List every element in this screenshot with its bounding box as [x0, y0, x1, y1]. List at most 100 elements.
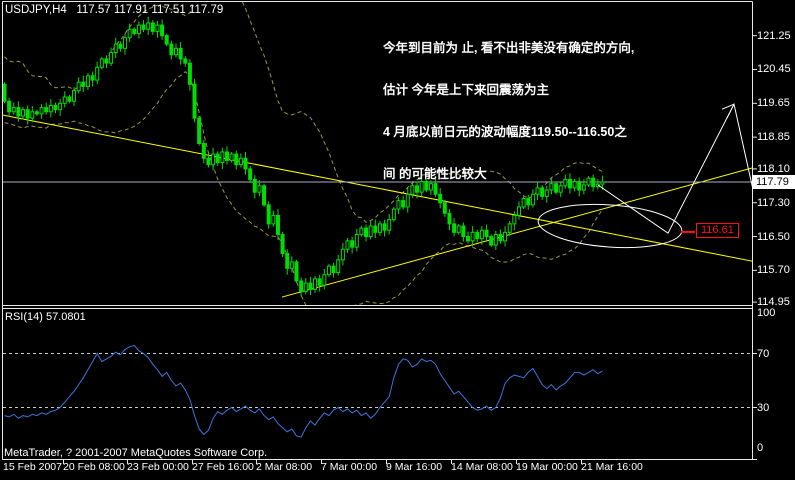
candle-body: [81, 81, 86, 87]
candle-body: [136, 24, 141, 35]
candle-body: [294, 261, 299, 282]
candle-body: [234, 153, 239, 166]
rsi-axis-label: 0: [757, 442, 764, 454]
candle-body: [415, 185, 420, 193]
candle-body: [62, 96, 67, 104]
candle-body: [104, 58, 109, 64]
candle-body: [243, 157, 248, 170]
projection-zigzag[interactable]: [597, 102, 768, 257]
price-axis-label: 117.30: [757, 196, 790, 209]
candle-body: [99, 58, 104, 68]
candle-body: [58, 102, 63, 111]
price-axis-label: 118.10: [757, 162, 790, 175]
time-axis-label: 27 Feb 16:00: [192, 461, 254, 473]
candle-body: [419, 181, 424, 193]
candle-body: [466, 236, 470, 242]
current-price-label: 117.79: [752, 175, 795, 189]
candle-body: [183, 58, 188, 64]
candle-body: [479, 229, 484, 240]
candle-body: [503, 231, 508, 242]
candle-body: [567, 178, 572, 189]
candle-body: [359, 227, 364, 235]
up-arrowhead: [726, 103, 735, 119]
candle-body: [563, 178, 568, 187]
candle-body: [280, 233, 285, 254]
candle-body: [266, 204, 271, 225]
price-axis-label: 119.65: [757, 97, 790, 110]
bollinger-upper-band: [4, 2, 603, 223]
candle-body: [442, 202, 447, 214]
candle-body: [377, 223, 382, 233]
rsi-indicator-label: RSI(14) 57.0801: [5, 311, 86, 323]
candle-body: [516, 206, 521, 216]
candle-body: [382, 223, 387, 231]
candle-body: [229, 153, 234, 161]
candle-body: [581, 184, 586, 191]
price-axis-label: 115.70: [757, 264, 790, 277]
chart-annotation[interactable]: 今年到目前为 止, 看不出非美没有确定的方向, 估计 今年是上下来回震荡为主 4…: [383, 13, 634, 209]
descending-trendline[interactable]: [3, 114, 752, 262]
candle-body: [150, 22, 155, 32]
candle-body: [192, 83, 197, 119]
time-axis-label: 7 Mar 00:00: [321, 461, 378, 473]
candle-body: [387, 219, 392, 231]
candle-body: [410, 185, 415, 195]
candle-body: [238, 157, 243, 166]
candle-body: [44, 107, 49, 113]
rsi-line[interactable]: [4, 344, 603, 438]
candle-body: [201, 143, 206, 159]
candle-body: [7, 100, 12, 113]
ascending-trendline[interactable]: [281, 167, 752, 298]
candle-body: [197, 117, 202, 145]
candle-body: [313, 278, 318, 290]
candle-body: [554, 183, 559, 193]
rsi-axis-label: 70: [757, 347, 770, 360]
candle-body: [535, 187, 540, 195]
candle-body: [345, 240, 350, 250]
main-pane[interactable]: [3, 0, 780, 327]
marked-price-label[interactable]: 116.61: [696, 223, 739, 238]
candle-body: [215, 153, 220, 164]
candle-body: [498, 233, 503, 242]
candle-body: [257, 185, 262, 193]
candle-body: [591, 177, 596, 188]
candle-body: [456, 225, 461, 233]
candle-body: [220, 151, 225, 164]
candle-body: [34, 111, 39, 115]
candle-body: [3, 83, 7, 102]
candle-body: [146, 22, 151, 30]
candle-body: [211, 153, 216, 166]
copyright-text: MetaTrader, ? 2001-2007 MetaQuotes Softw…: [4, 447, 268, 459]
price-axis-label: 118.85: [757, 131, 790, 144]
price-axis-label: 121.25: [757, 29, 791, 42]
time-axis-label: 19 Mar 00:00: [516, 461, 578, 473]
candle-body: [85, 75, 90, 87]
price-axis-label: 114.95: [757, 296, 790, 309]
candle-body: [132, 28, 137, 35]
candle-body: [53, 104, 58, 111]
candle-body: [169, 43, 174, 56]
candle-body: [299, 280, 304, 293]
candle-body: [25, 109, 30, 119]
candle-body: [364, 227, 369, 238]
candle-body: [178, 47, 183, 60]
candle-body: [405, 193, 410, 208]
candle-body: [30, 111, 35, 119]
candle-body: [484, 229, 489, 238]
annotation-line: 间 的可能性比较大: [383, 167, 487, 181]
candle-body: [39, 107, 44, 115]
time-axis-label: 21 Mar 16:00: [581, 461, 643, 473]
candle-body: [493, 233, 498, 246]
candle-body: [224, 151, 229, 161]
time-axis-label: 2 Mar 08:00: [256, 461, 313, 473]
candle-body: [164, 35, 169, 45]
candle-body: [336, 259, 341, 274]
candle-body: [317, 278, 322, 286]
candle-body: [340, 248, 345, 261]
time-axis-label: 9 Mar 16:00: [386, 461, 443, 473]
time-axis-label: 14 Mar 08:00: [451, 461, 513, 473]
candle-body: [512, 214, 517, 225]
candle-body: [461, 225, 466, 238]
